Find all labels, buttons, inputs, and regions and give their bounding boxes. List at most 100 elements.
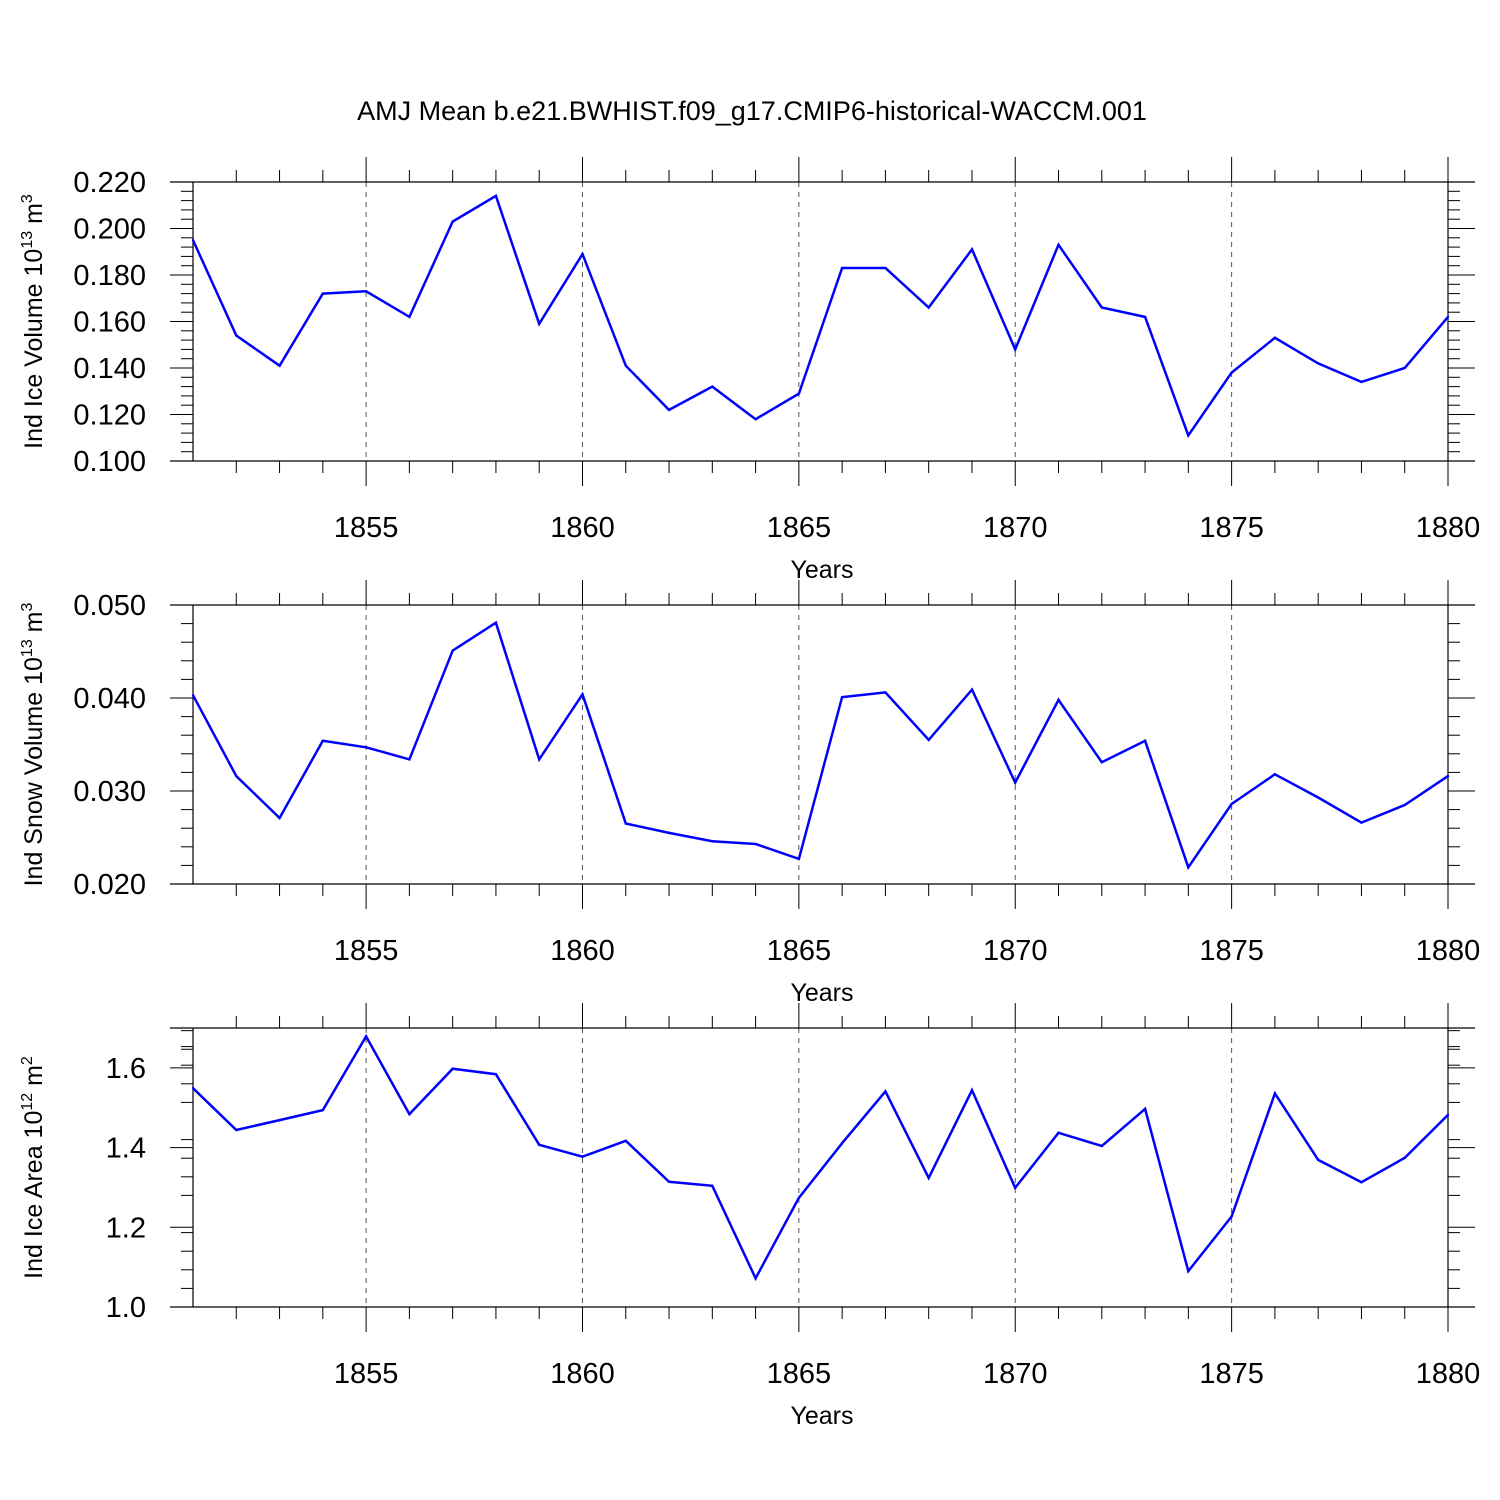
x-axis-title: Years [790,979,853,1007]
data-point [494,621,498,624]
data-point [1316,362,1320,365]
x-tick-label: 1855 [334,1358,399,1390]
y-axis-title-prefix: Ind Ice Area 10 [20,1111,48,1279]
y-axis-title-exponent: 13 [19,231,36,249]
data-point [1360,380,1363,384]
data-point [1187,1269,1190,1273]
chart-title: AMJ Mean b.e21.BWHIST.f09_g17.CMIP6-hist… [357,96,1147,126]
y-tick-label: 0.220 [73,167,146,199]
data-point [711,840,714,843]
x-tick-label: 1860 [550,1358,615,1390]
data-point [1230,1215,1233,1218]
data-point [581,252,584,256]
data-point [1057,243,1060,246]
data-point [1230,802,1233,806]
data-point [1446,315,1450,319]
x-axis-title: Years [790,1402,853,1430]
y-axis-title-unit: m [20,1065,48,1093]
data-point [494,1073,498,1076]
panel-ice-area: 1855 1860 1865 1870 1875 1880 Years 1.0 1.2 1.4 1.… [19,1003,1480,1430]
data-point [667,408,671,412]
x-tick-label: 1870 [983,512,1048,544]
series-line [192,1033,1449,1282]
data-point [191,694,195,697]
y-tick-label: 1.4 [106,1133,146,1165]
data-point [711,1184,714,1188]
data-point [278,364,281,367]
data-point [451,220,454,223]
data-point [321,739,325,742]
data-point [1100,1144,1103,1148]
y-axis-title-unit-exponent: 3 [19,194,36,203]
data-point [1273,336,1277,339]
data-point [970,248,974,251]
data-point [451,649,454,652]
y-tick-label: 0.160 [73,307,146,339]
data-point [1057,1131,1060,1135]
data-point [1360,821,1363,824]
x-tick-label: 1865 [767,1358,832,1390]
data-point [321,1108,325,1112]
x-tick-label: 1875 [1199,512,1264,544]
data-point [1316,1158,1320,1162]
data-point [1446,774,1450,778]
x-tick-label: 1855 [334,935,399,967]
x-tick-label: 1855 [334,512,399,544]
data-point [970,1088,974,1092]
data-point [1446,1113,1450,1117]
data-point [408,1112,411,1116]
panel-snow-volume: 1855 1860 1865 1870 1875 1880 Years 0.020 0.030 0… [19,580,1480,1007]
y-axis-title-exponent: 13 [19,639,36,657]
y-axis-title: Ind Ice Volume 1013 m3 [19,194,48,449]
data-point [884,691,887,694]
y-tick-label: 0.050 [73,590,146,622]
x-tick-label: 1860 [550,935,615,967]
y-tick-label: 1.2 [106,1212,146,1244]
y-tick-label: 0.030 [73,776,146,808]
data-point [1014,1186,1017,1190]
data-point [754,842,757,846]
data-point [624,822,627,825]
data-point [235,774,238,778]
data-point [1273,1092,1277,1095]
data-point [884,266,887,270]
x-tick-label: 1880 [1416,512,1481,544]
y-tick-label: 1.6 [106,1053,146,1085]
x-tick-label: 1860 [550,512,615,544]
data-point [235,1128,238,1132]
x-tick-label: 1865 [767,512,832,544]
data-point [1360,1181,1363,1184]
data-point [538,1143,541,1146]
data-point [1187,866,1190,869]
data-point [278,816,281,820]
y-axis-title: Ind Ice Area 1012 m2 [19,1056,48,1279]
data-point [884,1090,887,1093]
y-axis-title-unit-exponent: 3 [19,603,36,612]
y-tick-label: 1.0 [106,1292,146,1324]
x-tick-label: 1875 [1199,935,1264,967]
data-point [364,1035,368,1038]
data-point [667,831,671,835]
data-point [1100,760,1103,764]
data-point [624,364,627,367]
y-axis-title-prefix: Ind Snow Volume 10 [20,657,48,886]
data-point [278,1118,281,1122]
data-point [1273,773,1277,776]
data-point [581,1155,584,1158]
data-point [797,392,801,395]
data-point [538,322,541,326]
y-axis-title-unit-exponent: 2 [19,1056,36,1065]
data-point [1014,348,1017,351]
y-tick-label: 0.040 [73,683,146,715]
data-point [1403,803,1406,807]
data-point [624,1139,627,1142]
data-point [321,292,325,295]
data-point [408,758,411,761]
x-tick-label: 1865 [767,935,832,967]
data-point [711,385,714,388]
y-axis-title-exponent: 12 [19,1093,36,1111]
data-point [927,306,930,309]
data-point [1143,315,1147,319]
series-line [191,194,1449,439]
